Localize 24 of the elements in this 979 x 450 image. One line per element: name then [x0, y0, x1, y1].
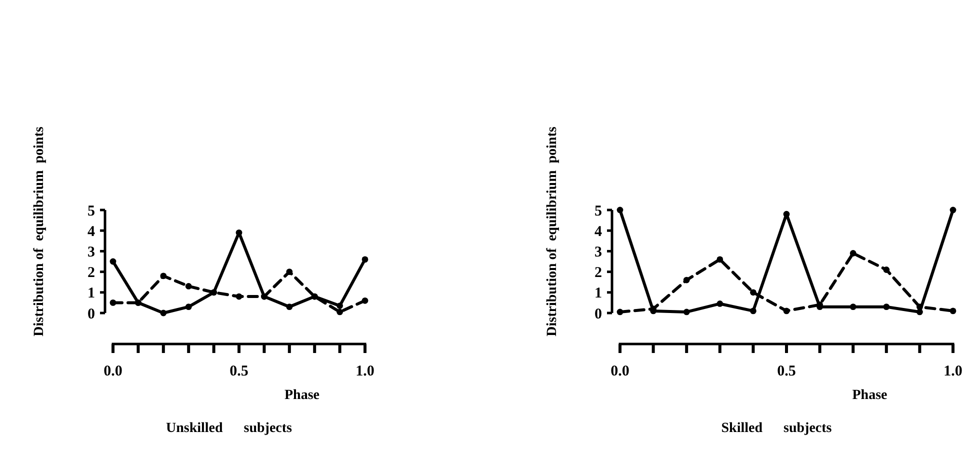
- text: Unskilled subjects: [166, 421, 293, 436]
- y-tick-label: 0: [88, 306, 95, 322]
- x-tick-label: 0.0: [610, 364, 630, 380]
- y-tick-label: 3: [594, 244, 602, 260]
- y-tick-label: 5: [594, 203, 602, 220]
- y-tick-label: 5: [88, 203, 95, 220]
- y-axis-title: Distribution of equilibrium points: [545, 126, 560, 336]
- y-tick-label: 4: [594, 224, 602, 240]
- y-tick-label: 4: [88, 224, 96, 240]
- y-axis-title: Distribution of equilibrium points: [32, 126, 47, 336]
- y-tick-label: 1: [88, 286, 95, 302]
- y-tick-label: 2: [88, 265, 95, 282]
- x-tick-label: 1.0: [356, 364, 374, 380]
- x-axis-title: Phase: [852, 388, 888, 403]
- x-tick-label: 1.0: [944, 364, 962, 380]
- y-tick-label: 0: [594, 306, 602, 322]
- y-tick-label: 3: [88, 244, 95, 260]
- text: Skilled subjects: [721, 421, 832, 436]
- y-tick-label: 1: [594, 286, 602, 302]
- x-tick-label: 0.5: [777, 364, 796, 380]
- x-axis-title: Phase: [284, 388, 320, 403]
- x-tick-label: 0.5: [230, 364, 248, 380]
- y-tick-label: 2: [594, 265, 602, 282]
- x-tick-label: 0.0: [104, 364, 122, 380]
